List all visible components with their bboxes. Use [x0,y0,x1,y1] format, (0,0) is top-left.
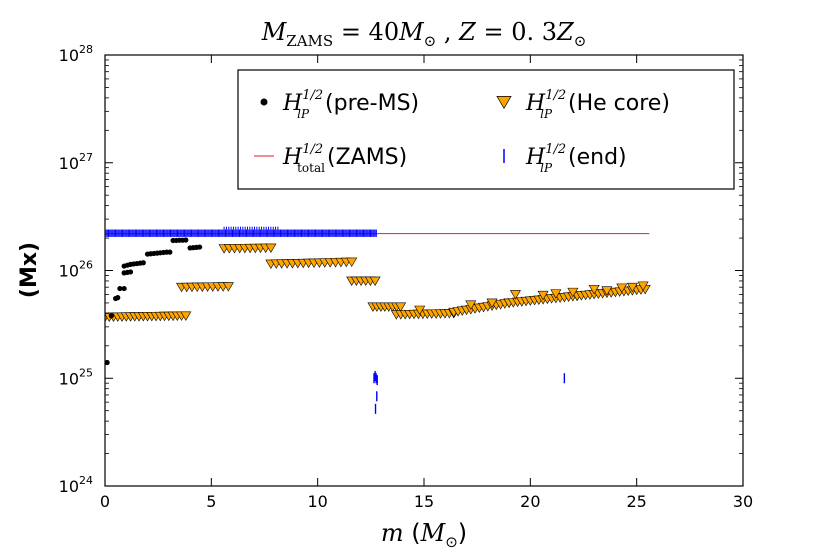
pre-ms-marker [105,359,110,366]
he-core-marker [346,257,358,268]
pre-ms-marker [197,244,203,250]
he-core-marker [537,290,549,301]
he-core-marker [509,290,521,300]
he-core-marker [395,302,407,312]
he-core-marker [626,282,638,293]
legend-label: H1/2 lP (pre-MS) [282,88,419,121]
y-tick-label: 1027 [59,151,93,173]
he-core-marker [588,284,600,295]
pre-ms-marker [117,285,123,292]
he-core-marker [601,286,613,296]
plot-area [105,226,651,414]
x-tick-label: 10 [307,492,327,511]
he-core-marker [369,276,381,287]
y-axis-label: (Mx) [17,242,42,298]
x-tick-label: 25 [626,492,646,511]
legend-label: H1/2 total(ZAMS) [282,142,407,175]
x-tick-label: 30 [733,492,753,511]
he-core-marker [180,311,192,321]
he-core-marker [637,281,649,291]
x-tick-label: 0 [100,492,110,511]
pre-ms-marker [183,237,189,243]
he-core-marker [486,298,498,309]
x-tick-label: 5 [206,492,216,511]
chart-title: MZAMS = 40M⊙ , Z = 0. 3Z⊙ [261,18,587,50]
x-tick-label: 20 [520,492,540,511]
pre-ms-marker [167,249,173,255]
y-tick-label: 1025 [59,366,93,388]
legend-he-core-marker [496,96,512,109]
y-axis: 1024 1025 1026 1027 1028 [59,43,743,496]
he-core-marker [550,289,562,299]
x-axis: 0 5 10 15 20 25 30 [100,55,753,511]
y-tick-label: 1024 [59,474,93,496]
x-tick-label: 15 [414,492,434,511]
pre-ms-marker [115,295,121,301]
he-core-marker [222,282,234,292]
pre-ms-marker [121,285,127,292]
y-tick-label: 1026 [59,259,93,281]
pre-ms-marker [140,260,146,266]
legend: H1/2 lP (pre-MS) H1/2 lP (He core) H1/2 total(Z… [237,69,735,190]
he-core-marker [265,243,277,254]
pre-ms-marker [127,269,134,275]
legend-box [237,69,735,190]
x-axis-label: m (M⊙) [381,519,467,551]
he-core-marker [616,283,628,293]
y-tick-label: 1028 [59,43,93,65]
legend-label: H1/2 lP (He core) [525,88,670,121]
he-core-marker [414,305,426,316]
pre-ms-marker [108,313,114,319]
he-core-marker [567,287,579,298]
he-core-marker [465,300,477,310]
legend-label: H1/2 lP (end) [525,142,627,175]
legend-pre-ms-marker [260,98,268,106]
